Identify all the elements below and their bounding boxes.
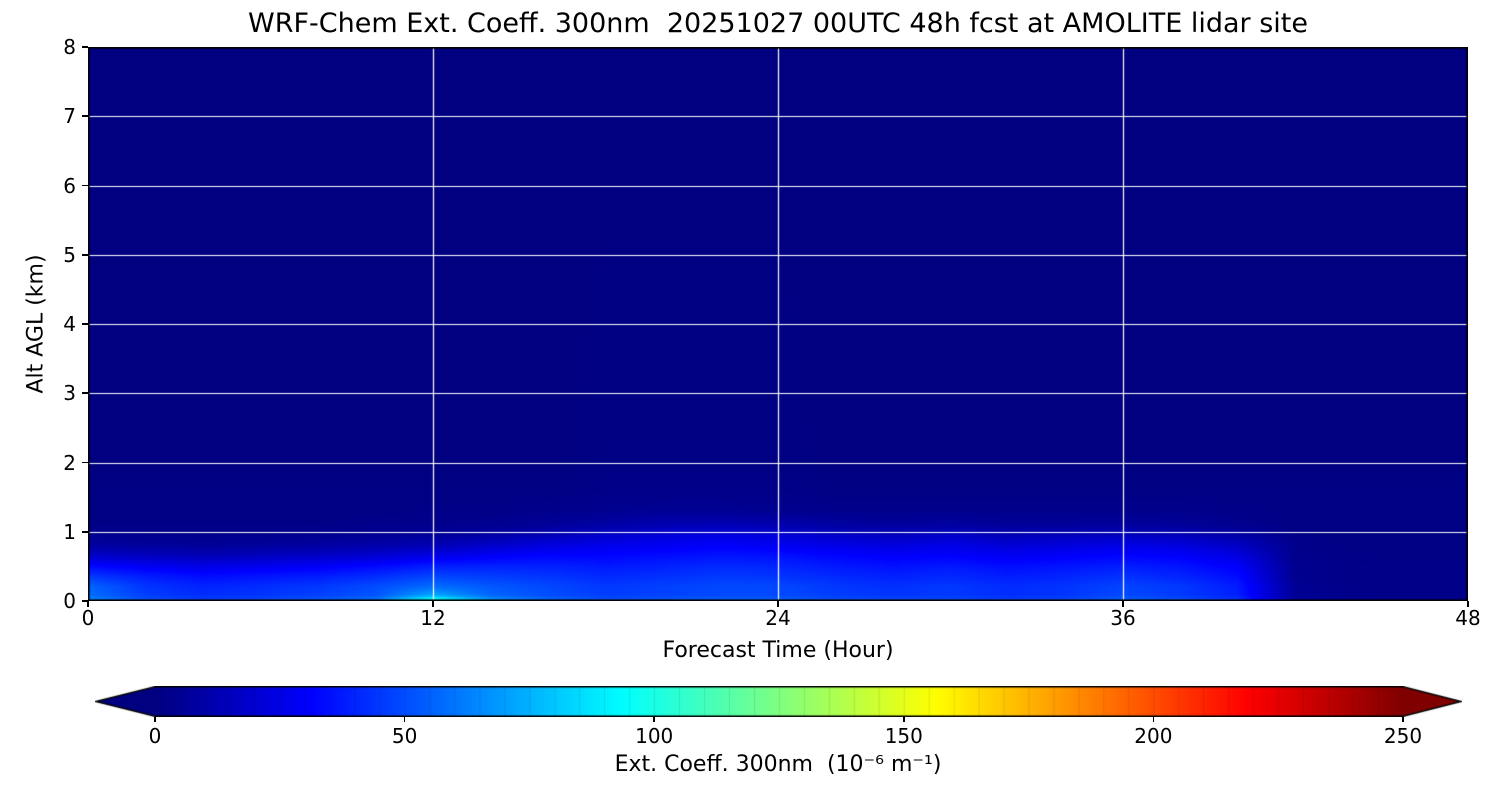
- axis-tick-mark: [82, 461, 88, 464]
- x-tick-label: 12: [420, 606, 446, 630]
- x-tick-label: 24: [765, 606, 791, 630]
- colorbar-tick-label: 150: [884, 724, 923, 748]
- y-tick-label: 7: [63, 104, 76, 129]
- x-tick-label: 0: [81, 606, 95, 630]
- axis-tick-mark: [1122, 601, 1124, 607]
- axis-tick-mark: [82, 392, 88, 395]
- colorbar-label: Ext. Coeff. 300nm (10⁻⁶ m⁻¹): [614, 752, 942, 777]
- y-tick-label: 3: [63, 381, 76, 406]
- y-tick-label: 0: [63, 589, 76, 613]
- axis-tick-mark: [82, 253, 88, 256]
- axis-tick-mark: [432, 601, 434, 607]
- axis-tick-mark: [154, 717, 156, 722]
- x-tick-label: 36: [1110, 606, 1136, 630]
- y-tick-label: 6: [63, 173, 76, 198]
- colorbar-tick-label: 100: [635, 724, 674, 748]
- axis-tick-mark: [403, 717, 406, 722]
- axis-tick-mark: [82, 184, 88, 187]
- heatmap-canvas: [88, 47, 1468, 601]
- axis-tick-mark: [653, 717, 655, 722]
- y-tick-label: 5: [63, 242, 76, 267]
- y-tick-label: 2: [63, 450, 76, 475]
- x-axis-label: Forecast Time (Hour): [662, 638, 894, 663]
- y-tick-label: 1: [63, 519, 76, 544]
- axis-tick-mark: [82, 323, 88, 325]
- axis-tick-mark: [82, 46, 88, 48]
- chart-title: WRF-Chem Ext. Coeff. 300nm 20251027 00UT…: [248, 8, 1308, 39]
- colorbar-tick-label: 200: [1134, 724, 1173, 748]
- y-tick-label: 4: [63, 312, 76, 336]
- colorbar-tick-label: 250: [1383, 724, 1423, 748]
- y-tick-label: 8: [63, 35, 76, 59]
- axis-tick-mark: [1402, 717, 1404, 722]
- axis-tick-mark: [1467, 601, 1469, 607]
- axis-tick-mark: [87, 601, 89, 607]
- colorbar-canvas: [95, 686, 1462, 717]
- colorbar-tick-label: 0: [148, 724, 162, 748]
- colorbar-tick-label: 50: [391, 724, 418, 748]
- axis-tick-mark: [1152, 717, 1155, 722]
- axis-tick-mark: [82, 530, 88, 533]
- axis-tick-mark: [82, 115, 88, 118]
- axis-tick-mark: [82, 600, 88, 602]
- axis-tick-mark: [903, 717, 905, 722]
- axis-tick-mark: [777, 601, 779, 607]
- x-tick-label: 48: [1455, 606, 1481, 630]
